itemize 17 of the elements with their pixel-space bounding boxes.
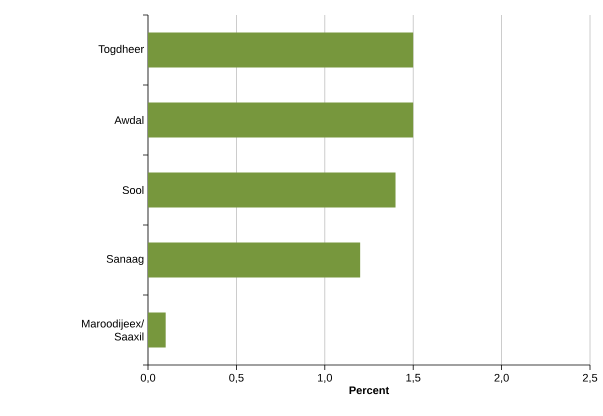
y-tick-label: Awdal — [114, 116, 144, 124]
x-axis-title: Percent — [350, 386, 390, 394]
y-tick-label: Sanaag — [106, 255, 144, 265]
y-tick-label: Togdheer — [98, 44, 144, 56]
x-tick-label: 0,0 — [140, 374, 156, 383]
x-tick-label: 2,5 — [582, 374, 598, 383]
bar — [148, 102, 414, 138]
bar — [148, 312, 166, 348]
y-tick-label: Sool — [122, 186, 144, 194]
x-tick-label: 1,5 — [406, 374, 420, 383]
x-tick-label: 0,5 — [229, 374, 244, 383]
bar — [148, 172, 396, 208]
bar — [148, 32, 414, 68]
bar — [148, 242, 360, 278]
x-tick-label: 2,0 — [494, 374, 509, 383]
y-tick-label: Maroodijeex/ Saaxil — [82, 319, 144, 341]
x-tick-label: 1,0 — [318, 374, 332, 383]
